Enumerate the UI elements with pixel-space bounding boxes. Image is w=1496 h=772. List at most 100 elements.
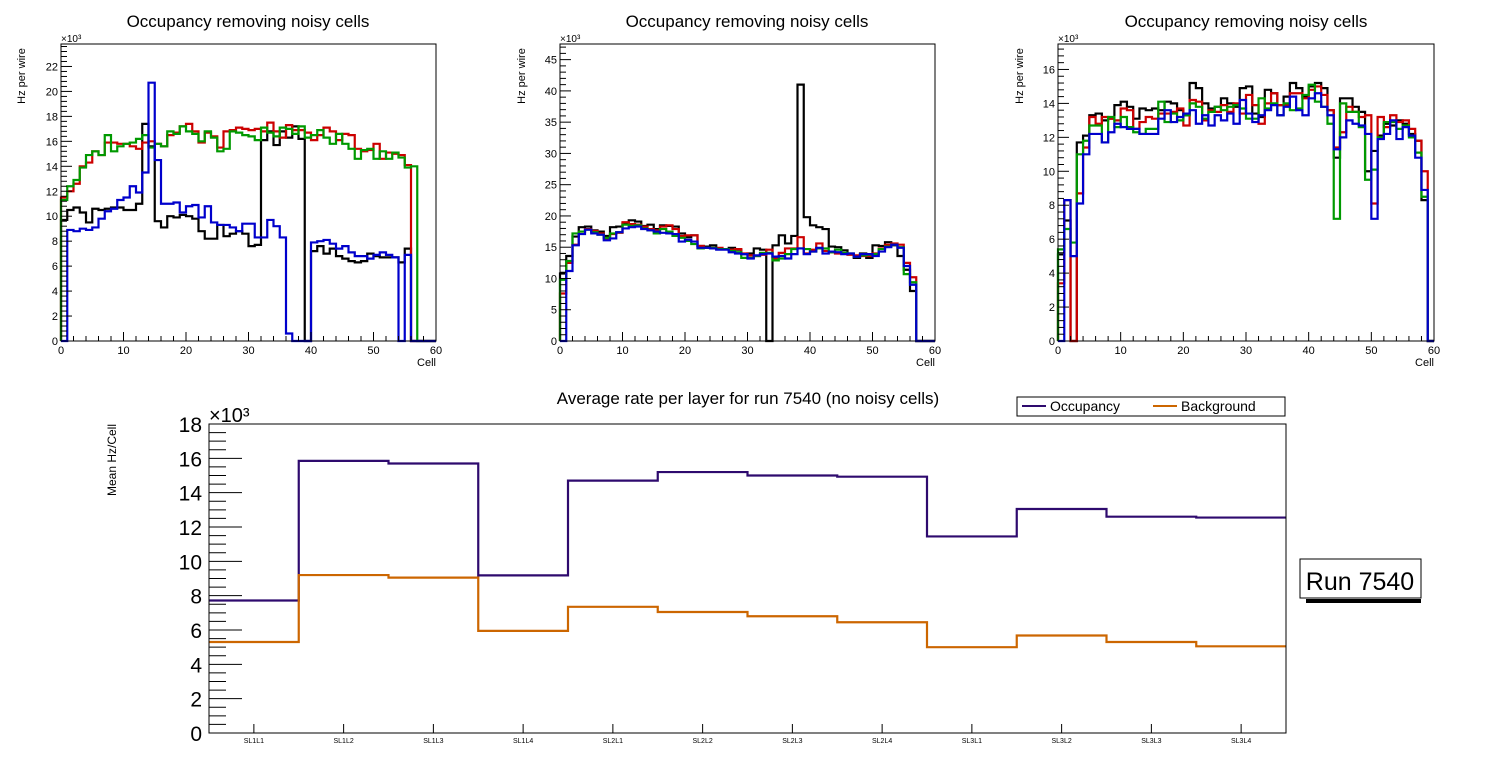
y-tick-label: 16 bbox=[46, 136, 58, 148]
x-tick-label: 60 bbox=[1428, 345, 1440, 357]
y-tick-label: 10 bbox=[179, 551, 202, 574]
chart-title: Occupancy removing noisy cells bbox=[626, 12, 869, 31]
y-tick-label: 16 bbox=[179, 448, 202, 471]
x-tick-label: 0 bbox=[58, 345, 64, 357]
series-line-layer-red bbox=[558, 221, 935, 343]
x-tick-label: 40 bbox=[305, 345, 317, 357]
series-line-layer-green bbox=[558, 223, 935, 343]
series-line-layer-blue bbox=[61, 81, 436, 343]
y-tick-label: 2 bbox=[52, 311, 58, 323]
x-tick-label: 60 bbox=[430, 345, 442, 357]
x-tick-label: 40 bbox=[1303, 345, 1315, 357]
x-tick-label: 0 bbox=[1055, 345, 1061, 357]
x-category-label: SL1L1 bbox=[244, 738, 264, 745]
y-tick-label: 6 bbox=[52, 261, 58, 273]
x-tick-label: 10 bbox=[1115, 345, 1127, 357]
y-tick-label: 14 bbox=[1043, 98, 1055, 110]
y-axis-label: Hz per wire bbox=[516, 48, 528, 104]
y-tick-label: 45 bbox=[545, 55, 557, 67]
y-tick-label: 18 bbox=[179, 414, 202, 437]
y-tick-label: 0 bbox=[1049, 336, 1055, 348]
y-tick-label: 10 bbox=[545, 273, 557, 285]
y-tick-label: 15 bbox=[545, 242, 557, 254]
y-multiplier-label: ×10³ bbox=[560, 34, 581, 45]
y-tick-label: 8 bbox=[1049, 200, 1055, 212]
series-line-layer-black bbox=[59, 122, 436, 343]
x-category-label: SL1L3 bbox=[423, 738, 443, 745]
x-tick-label: 20 bbox=[1177, 345, 1189, 357]
y-tick-label: 8 bbox=[190, 586, 202, 609]
y-tick-label: 0 bbox=[551, 336, 557, 348]
y-tick-label: 6 bbox=[190, 620, 202, 643]
x-category-label: SL2L4 bbox=[872, 738, 892, 745]
y-tick-label: 30 bbox=[545, 148, 557, 160]
plot-frame bbox=[559, 43, 936, 342]
y-tick-label: 2 bbox=[1049, 302, 1055, 314]
x-tick-label: 10 bbox=[616, 345, 628, 357]
y-tick-label: 20 bbox=[46, 86, 58, 98]
run-label: Run 7540 bbox=[1306, 568, 1414, 596]
x-axis-label: Cell bbox=[417, 357, 436, 369]
y-multiplier-label: ×10³ bbox=[1058, 34, 1079, 45]
chart-title: Occupancy removing noisy cells bbox=[127, 12, 370, 31]
y-tick-label: 12 bbox=[1043, 132, 1055, 144]
y-tick-label: 0 bbox=[52, 336, 58, 348]
run-label-shadow bbox=[1306, 599, 1421, 603]
summary-panel: Average rate per layer for run 7540 (no … bbox=[105, 389, 1287, 746]
x-category-label: SL3L3 bbox=[1141, 738, 1161, 745]
y-tick-label: 18 bbox=[46, 111, 58, 123]
x-category-label: SL2L2 bbox=[693, 738, 713, 745]
plot-frame bbox=[208, 423, 1287, 734]
y-tick-label: 8 bbox=[52, 236, 58, 248]
x-category-label: SL3L2 bbox=[1052, 738, 1072, 745]
x-category-label: SL1L2 bbox=[334, 738, 354, 745]
y-tick-label: 22 bbox=[46, 61, 58, 73]
legend-label-occupancy: Occupancy bbox=[1050, 398, 1120, 414]
plot-frame bbox=[60, 43, 437, 342]
legend: Occupancy Background bbox=[1016, 396, 1286, 417]
x-tick-label: 60 bbox=[929, 345, 941, 357]
x-tick-label: 30 bbox=[1240, 345, 1252, 357]
y-tick-label: 0 bbox=[190, 723, 202, 746]
y-multiplier-label: ×10³ bbox=[209, 405, 250, 427]
histogram-panel-2: Occupancy removing noisy cells 0 10 20 30 40 5… bbox=[516, 12, 941, 369]
y-tick-label: 25 bbox=[545, 180, 557, 192]
run-label-box: Run 7540 bbox=[1299, 558, 1422, 603]
y-tick-label: 4 bbox=[52, 286, 58, 298]
x-category-label: SL3L4 bbox=[1231, 738, 1251, 745]
y-tick-label: 10 bbox=[46, 211, 58, 223]
series-line-layer-blue bbox=[1058, 92, 1434, 343]
y-tick-label: 5 bbox=[551, 305, 557, 317]
y-tick-label: 6 bbox=[1049, 234, 1055, 246]
y-tick-label: 4 bbox=[1049, 268, 1055, 280]
y-tick-label: 35 bbox=[545, 117, 557, 129]
x-category-label: SL1L4 bbox=[513, 738, 533, 745]
x-axis-label: Cell bbox=[916, 357, 935, 369]
x-tick-label: 50 bbox=[1365, 345, 1377, 357]
x-category-label: SL2L3 bbox=[782, 738, 802, 745]
y-axis-label: Mean Hz/Cell bbox=[105, 424, 119, 496]
x-tick-label: 30 bbox=[242, 345, 254, 357]
series-line-layer-black bbox=[558, 83, 935, 343]
y-tick-label: 4 bbox=[190, 654, 202, 677]
y-tick-label: 10 bbox=[1043, 166, 1055, 178]
series-line-layer-green bbox=[59, 125, 436, 343]
x-tick-label: 40 bbox=[804, 345, 816, 357]
chart-title: Occupancy removing noisy cells bbox=[1125, 12, 1368, 31]
x-tick-label: 50 bbox=[367, 345, 379, 357]
x-axis-label: Cell bbox=[1415, 357, 1434, 369]
x-tick-label: 20 bbox=[180, 345, 192, 357]
y-tick-label: 14 bbox=[179, 483, 203, 506]
x-category-label: SL2L1 bbox=[603, 738, 623, 745]
series-line-occupancy bbox=[209, 459, 1286, 602]
y-axis-label: Hz per wire bbox=[16, 48, 28, 104]
y-tick-label: 12 bbox=[46, 186, 58, 198]
x-tick-label: 30 bbox=[741, 345, 753, 357]
x-category-label: SL3L1 bbox=[962, 738, 982, 745]
x-tick-label: 50 bbox=[866, 345, 878, 357]
legend-label-background: Background bbox=[1181, 398, 1256, 414]
y-multiplier-label: ×10³ bbox=[61, 34, 82, 45]
y-axis-label: Hz per wire bbox=[1014, 48, 1026, 104]
y-tick-label: 12 bbox=[179, 517, 202, 540]
